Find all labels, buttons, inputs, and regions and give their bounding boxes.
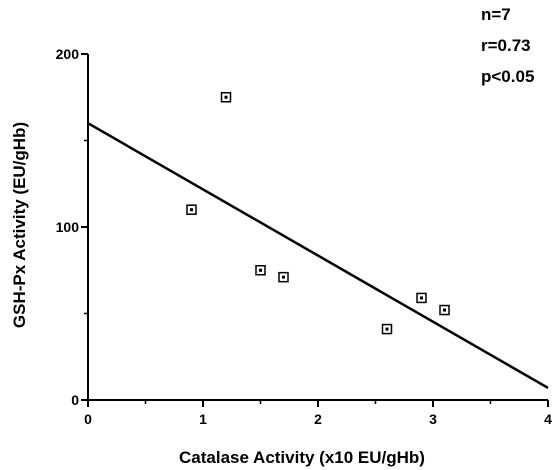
data-point (255, 265, 266, 276)
data-point (416, 292, 427, 304)
data-point (439, 304, 450, 316)
data-point (278, 271, 289, 283)
x-tick-label: 2 (314, 411, 322, 427)
x-tick-label: 3 (429, 411, 437, 427)
data-points (186, 92, 450, 335)
x-tick-label: 1 (199, 411, 207, 427)
data-point (381, 323, 393, 335)
ticks (81, 53, 549, 407)
stat-p: p<0.05 (481, 67, 534, 86)
data-point (186, 204, 197, 215)
x-tick-label: 0 (84, 411, 92, 427)
tick-labels: 0 1 2 3 4 0 100 200 (56, 46, 552, 427)
y-tick-label: 100 (56, 219, 80, 235)
stat-n: n=7 (481, 5, 511, 24)
stat-r: r=0.73 (481, 36, 531, 55)
regression-line (87, 122, 549, 389)
data-point (220, 92, 232, 103)
y-tick-label: 0 (71, 392, 79, 408)
y-tick-label: 200 (56, 46, 80, 62)
x-axis-title: Catalase Activity (x10 EU/gHb) (179, 448, 425, 467)
y-axis-title: GSH-Px Activity (EU/gHb) (10, 122, 29, 328)
x-tick-label: 4 (544, 411, 552, 427)
stats-annotation: n=7 r=0.73 p<0.05 (481, 5, 534, 86)
